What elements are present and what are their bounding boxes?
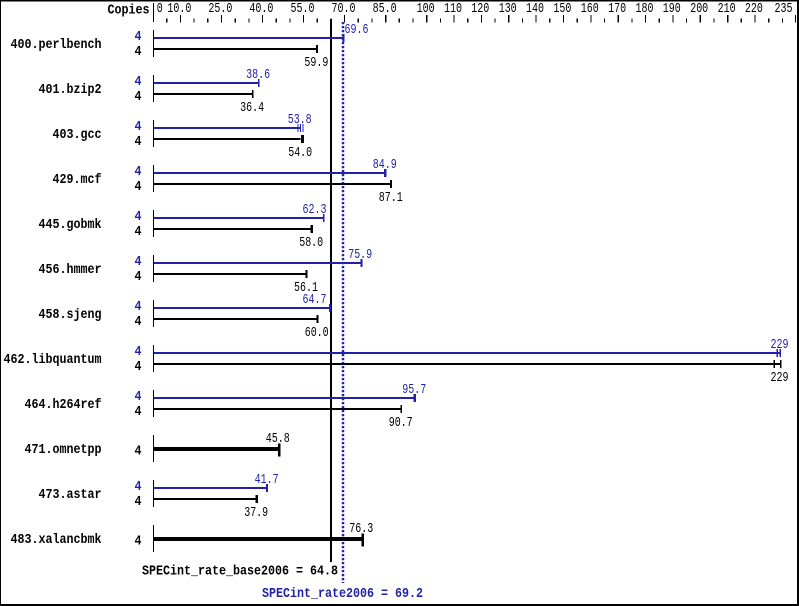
svg-text:120: 120 [471,2,489,17]
svg-text:59.9: 59.9 [304,56,328,71]
svg-text:54.0: 54.0 [288,146,312,161]
svg-text:462.libquantum: 462.libquantum [4,353,102,368]
svg-text:4: 4 [135,255,142,270]
svg-text:4: 4 [135,445,142,460]
svg-text:4: 4 [135,210,142,225]
svg-text:4: 4 [135,360,142,375]
svg-text:10.0: 10.0 [167,2,191,17]
svg-text:100: 100 [417,2,435,17]
svg-text:58.0: 58.0 [299,236,323,251]
svg-text:473.astar: 473.astar [39,488,102,503]
svg-text:401.bzip2: 401.bzip2 [39,83,102,98]
svg-text:56.1: 56.1 [294,281,318,296]
svg-text:45.8: 45.8 [266,432,290,447]
svg-text:38.6: 38.6 [246,68,270,83]
svg-text:36.4: 36.4 [240,101,264,116]
svg-text:95.7: 95.7 [402,383,426,398]
svg-text:190: 190 [663,2,681,17]
svg-text:69.6: 69.6 [345,23,369,38]
svg-text:62.3: 62.3 [303,203,327,218]
svg-text:220: 220 [745,2,763,17]
svg-text:4: 4 [135,300,142,315]
svg-text:SPECint_rate2006 = 69.2: SPECint_rate2006 = 69.2 [262,587,423,602]
svg-text:429.mcf: 429.mcf [53,173,102,188]
svg-text:70.0: 70.0 [332,2,356,17]
svg-text:4: 4 [135,390,142,405]
svg-text:85.0: 85.0 [373,2,397,17]
svg-text:25.0: 25.0 [208,2,232,17]
svg-text:4: 4 [135,315,142,330]
svg-text:458.sjeng: 458.sjeng [39,308,102,323]
svg-text:4: 4 [135,480,142,495]
svg-text:90.7: 90.7 [389,416,413,431]
svg-text:55.0: 55.0 [291,2,315,17]
svg-text:4: 4 [135,345,142,360]
svg-text:4: 4 [135,535,142,550]
svg-text:160: 160 [581,2,599,17]
svg-text:40.0: 40.0 [249,2,273,17]
svg-text:110: 110 [444,2,462,17]
svg-text:37.9: 37.9 [244,506,268,521]
svg-text:4: 4 [135,135,142,150]
svg-text:229: 229 [771,371,789,386]
svg-text:4: 4 [135,495,142,510]
svg-text:170: 170 [608,2,626,17]
svg-text:464.h264ref: 464.h264ref [25,398,102,413]
svg-text:4: 4 [135,270,142,285]
svg-text:130: 130 [499,2,517,17]
svg-text:400.perlbench: 400.perlbench [11,38,102,53]
svg-text:Copies: Copies [108,3,150,18]
svg-text:150: 150 [553,2,571,17]
svg-text:4: 4 [135,90,142,105]
svg-text:471.omnetpp: 471.omnetpp [25,443,102,458]
svg-text:76.3: 76.3 [349,522,373,537]
svg-text:403.gcc: 403.gcc [53,128,102,143]
svg-text:200: 200 [690,2,708,17]
svg-text:445.gobmk: 445.gobmk [39,218,102,233]
svg-text:60.0: 60.0 [305,326,329,341]
svg-text:87.1: 87.1 [379,191,403,206]
svg-text:4: 4 [135,75,142,90]
svg-text:84.9: 84.9 [373,158,397,173]
svg-text:456.hmmer: 456.hmmer [39,263,102,278]
svg-text:4: 4 [135,30,142,45]
svg-text:180: 180 [636,2,654,17]
svg-text:0: 0 [157,2,163,17]
svg-text:210: 210 [718,2,736,17]
svg-text:4: 4 [135,225,142,240]
svg-text:64.7: 64.7 [303,293,327,308]
svg-text:4: 4 [135,405,142,420]
svg-text:SPECint_rate_base2006 = 64.8: SPECint_rate_base2006 = 64.8 [142,565,338,580]
svg-text:483.xalancbmk: 483.xalancbmk [11,533,102,548]
svg-text:140: 140 [526,2,544,17]
svg-text:4: 4 [135,45,142,60]
svg-text:4: 4 [135,180,142,195]
svg-text:41.7: 41.7 [255,473,279,488]
svg-text:4: 4 [135,165,142,180]
svg-text:53.8: 53.8 [288,113,312,128]
svg-text:235: 235 [775,2,793,17]
svg-text:75.9: 75.9 [348,248,372,263]
svg-text:4: 4 [135,120,142,135]
svg-text:229: 229 [771,338,789,353]
